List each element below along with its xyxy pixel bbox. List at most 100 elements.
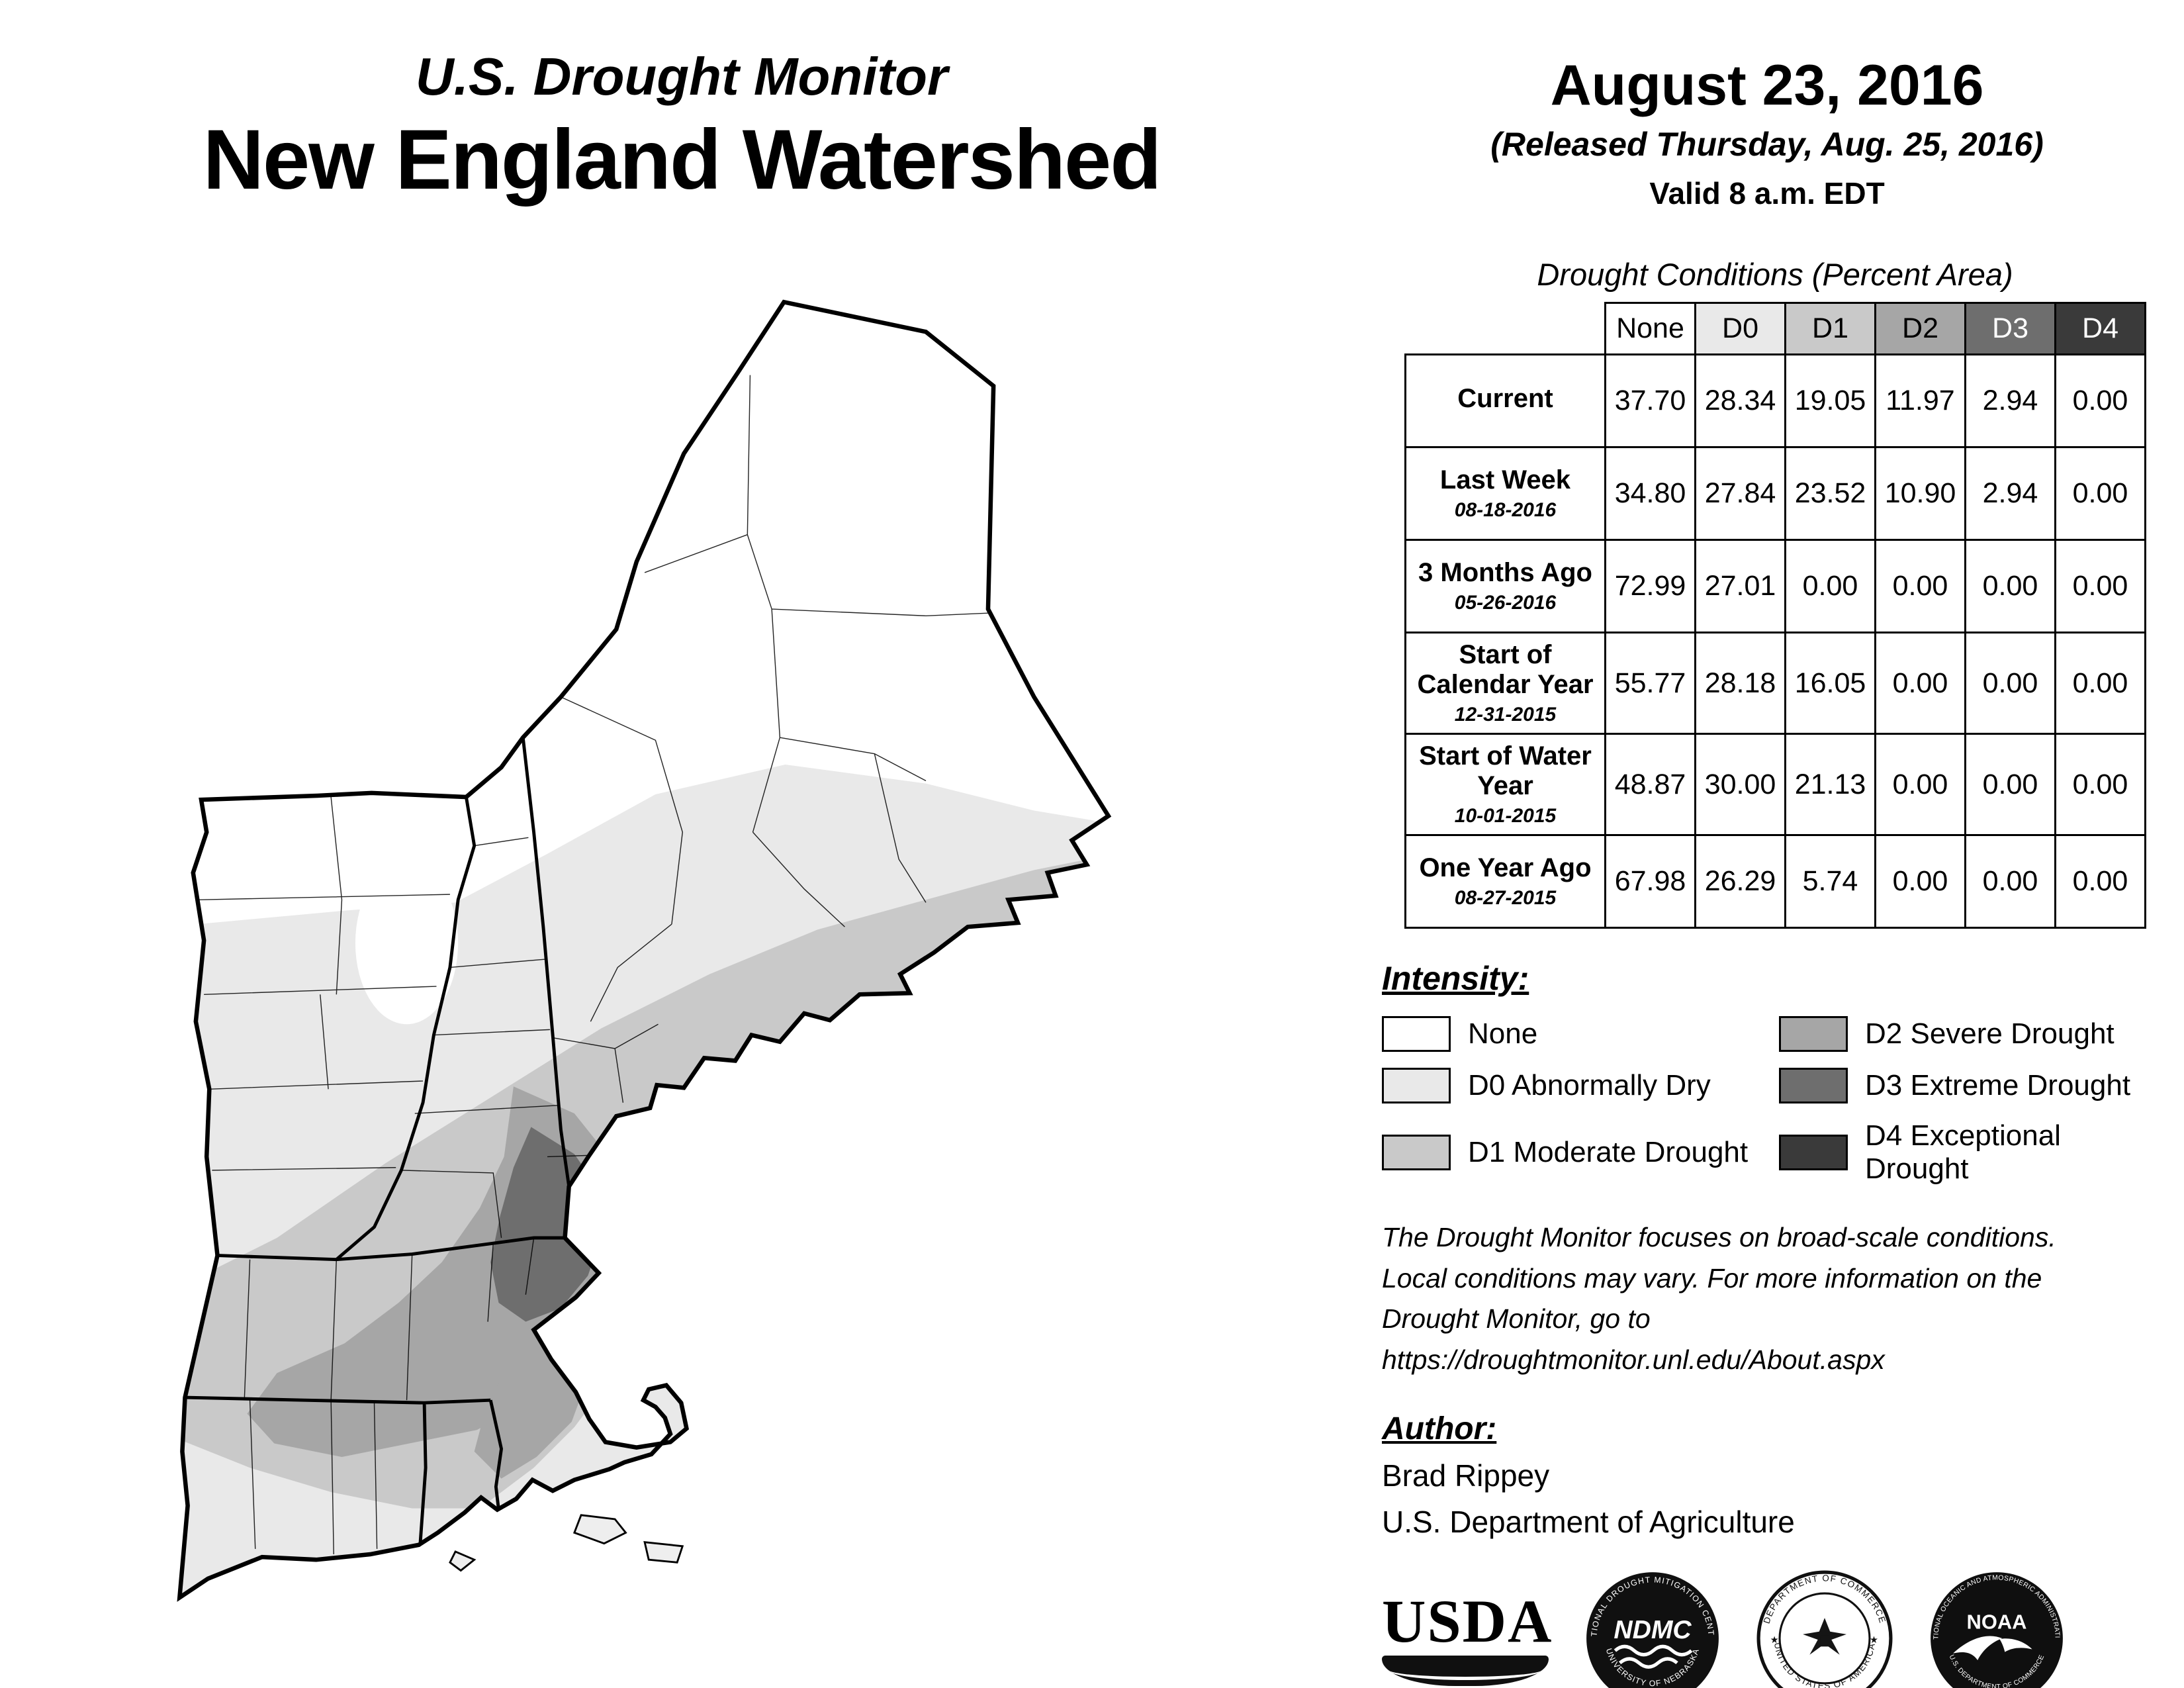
value-cell: 0.00 [1874,834,1966,929]
row-label-date: 08-18-2016 [1454,499,1557,521]
row-label: One Year Ago 08-27-2015 [1404,834,1606,929]
value-cell: 0.00 [2054,733,2146,836]
map-svg [169,291,1115,1617]
table-row: Current 37.70 28.34 19.05 11.97 2.94 0.0… [1404,353,2146,448]
row-label-text: 3 Months Ago [1418,558,1592,587]
value-cell: 0.00 [2054,446,2146,541]
table-title: Drought Conditions (Percent Area) [1537,257,2013,292]
drought-conditions-table: None D0 D1 D2 D3 D4 Current 37.70 28.34 … [1404,302,2146,929]
value-cell: 37.70 [1604,353,1696,448]
value-cell: 0.00 [1874,632,1966,735]
value-cell: 0.00 [1784,539,1876,633]
value-cell: 2.94 [1964,446,2056,541]
value-cell: 34.80 [1604,446,1696,541]
corner-cell [1405,303,1606,355]
row-label-text: Start of Water Year [1419,741,1592,800]
map-none-patch [355,862,459,1025]
table-header-row: None D0 D1 D2 D3 D4 [1405,302,2146,355]
row-label-text: Start of Calendar Year [1417,640,1594,699]
row-label: Start of Water Year 10-01-2015 [1404,733,1606,836]
valid-time: Valid 8 a.m. EDT [1649,176,1885,211]
usda-swoosh [1382,1656,1549,1686]
column-header-d4: D4 [2054,302,2146,355]
value-cell: 16.05 [1784,632,1876,735]
seagull-icon [1953,1636,2003,1660]
report-date: August 23, 2016 [1550,54,1984,117]
column-header-d0: D0 [1694,302,1786,355]
legend-swatch [1382,1135,1451,1170]
row-label-date: 10-01-2015 [1454,805,1557,827]
page-title: New England Watershed [203,113,1162,207]
value-cell: 55.77 [1604,632,1696,735]
disclaimer-line: The Drought Monitor focuses on broad-sca… [1382,1222,2056,1252]
value-cell: 27.84 [1694,446,1786,541]
usda-logo: USDA [1382,1591,1551,1686]
table-row: 3 Months Ago 05-26-2016 72.99 27.01 0.00… [1404,539,2146,633]
value-cell: 23.52 [1784,446,1876,541]
report-type-title: U.S. Drought Monitor [415,47,948,106]
value-cell: 2.94 [1964,353,2056,448]
value-cell: 0.00 [2054,539,2146,633]
row-label: Last Week 08-18-2016 [1404,446,1606,541]
legend-item: None [1382,1016,1779,1052]
island-nantucket [643,1541,684,1564]
row-label-text: One Year Ago [1419,853,1592,882]
legend-label: D0 Abnormally Dry [1468,1069,1711,1102]
value-cell: 26.29 [1694,834,1786,929]
legend-swatch [1779,1068,1848,1103]
value-cell: 28.34 [1694,353,1786,448]
value-cell: 21.13 [1784,733,1876,836]
island-block [449,1550,477,1572]
value-cell: 0.00 [1964,539,2056,633]
row-label-date: 12-31-2015 [1454,704,1557,726]
value-cell: 0.00 [2054,834,2146,929]
column-header-d2: D2 [1874,302,1966,355]
intensity-heading: Intensity: [1382,960,1529,997]
legend-label: D2 Severe Drought [1865,1017,2115,1050]
disclaimer-line: Drought Monitor, go to https://droughtmo… [1382,1303,1885,1375]
legend-label: D3 Extreme Drought [1865,1069,2131,1102]
legend-label: D4 Exceptional Drought [1865,1119,2061,1185]
row-label-text: Current [1457,384,1553,413]
legend-item: D1 Moderate Drought [1382,1119,1779,1186]
author-heading: Author: [1382,1411,1497,1446]
author-name: Brad Rippey [1382,1458,1550,1493]
island-marthas-vineyard [572,1514,627,1545]
new-england-drought-map [169,291,1115,1617]
row-label-text: Last Week [1439,465,1571,494]
value-cell: 19.05 [1784,353,1876,448]
value-cell: 48.87 [1604,733,1696,836]
row-label: 3 Months Ago 05-26-2016 [1404,539,1606,633]
noaa-logo: NATIONAL OCEANIC AND ATMOSPHERIC ADMINIS… [1929,1570,2063,1688]
value-cell: 10.90 [1874,446,1966,541]
row-label: Current [1404,353,1606,448]
row-label: Start of Calendar Year 12-31-2015 [1404,632,1606,735]
report-header: U.S. Drought Monitor New England Watersh… [93,46,1271,209]
legend-item: D3 Extreme Drought [1779,1068,2158,1103]
commerce-logo: DEPARTMENT OF COMMERCE UNITED STATES OF … [1756,1570,1893,1688]
disclaimer-line: Local conditions may vary. For more info… [1382,1262,2042,1293]
column-header-none: None [1604,302,1696,355]
legend-item: D4 Exceptional Drought [1779,1119,2158,1186]
svg-text:★: ★ [1770,1635,1779,1646]
table-row: Start of Water Year 10-01-2015 48.87 30.… [1404,733,2146,836]
table-row: One Year Ago 08-27-2015 67.98 26.29 5.74… [1404,834,2146,929]
ndmc-logo: NATIONAL DROUGHT MITIGATION CENTER UNIVE… [1584,1570,1719,1688]
legend-swatch [1382,1068,1451,1103]
ndmc-wordmark: NDMC [1614,1616,1692,1644]
value-cell: 0.00 [1964,733,2056,836]
value-cell: 5.74 [1784,834,1876,929]
report-sidebar: August 23, 2016 (Released Thursday, Aug.… [1377,53,2158,1688]
legend-label: D1 Moderate Drought [1468,1136,1749,1168]
column-header-d1: D1 [1784,302,1876,355]
county-boundaries [198,375,989,1555]
release-date: (Released Thursday, Aug. 25, 2016) [1490,126,2044,163]
value-cell: 0.00 [1964,632,2056,735]
date-block: August 23, 2016 (Released Thursday, Aug.… [1377,53,2158,211]
legend-label: None [1468,1017,1538,1050]
legend-item: D0 Abnormally Dry [1382,1068,1779,1103]
author-org: U.S. Department of Agriculture [1382,1505,1795,1539]
row-label-date: 08-27-2015 [1454,887,1557,909]
column-header-d3: D3 [1964,302,2056,355]
